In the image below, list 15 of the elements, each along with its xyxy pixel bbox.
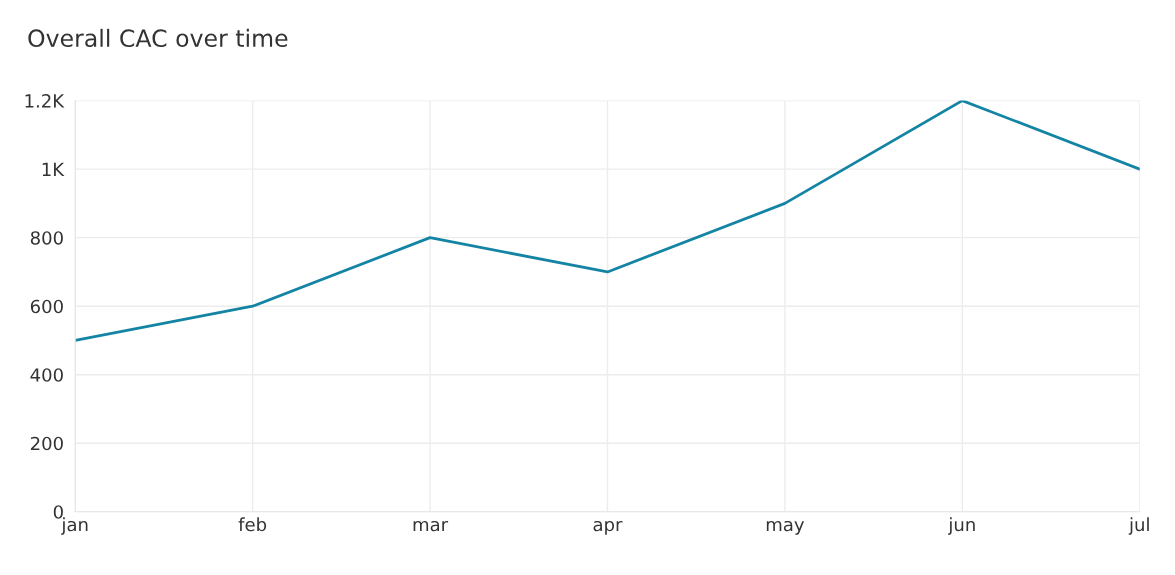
x-tick-label: apr	[593, 520, 623, 535]
y-tick-label: 800	[30, 231, 63, 245]
y-tick-label: 400	[30, 368, 63, 382]
y-tick-label: 0	[53, 505, 63, 519]
x-tick-label: jan	[61, 517, 88, 535]
y-tick-label: 1.2K	[25, 94, 65, 108]
y-tick-label: 600	[30, 299, 63, 314]
x-tick-label: feb	[238, 517, 267, 532]
x-tick-label: may	[766, 520, 805, 535]
y-tick-label: 1K	[42, 162, 65, 177]
x-tick-label: jun	[948, 517, 975, 535]
x-tick-label: mar	[413, 520, 449, 532]
chart-title: Overall CAC over time	[28, 28, 288, 48]
x-tick-label: jul	[1128, 517, 1149, 535]
y-tick-label: 200	[30, 436, 63, 451]
